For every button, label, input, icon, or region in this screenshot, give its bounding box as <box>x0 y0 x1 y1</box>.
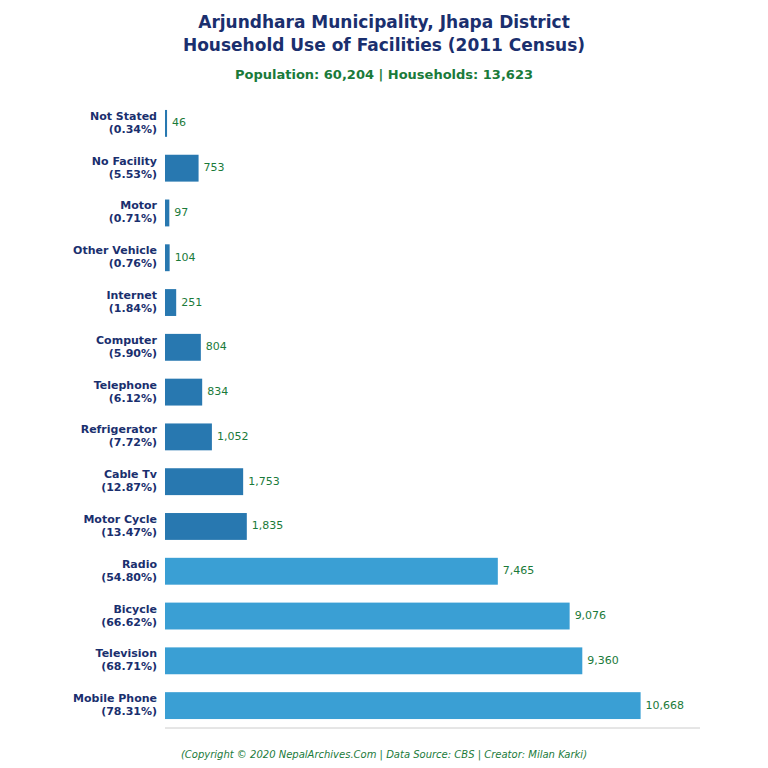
title-line: Arjundhara Municipality, Jhapa District <box>198 12 570 32</box>
data-label: 46 <box>172 116 186 129</box>
data-label: 1,835 <box>252 519 284 532</box>
y-tick-label: Mobile Phone(78.31%) <box>73 692 157 718</box>
y-tick-label: Cable Tv(12.87%) <box>101 468 158 494</box>
y-tick-label-line: Computer <box>96 334 158 347</box>
y-tick-label: Motor Cycle(13.47%) <box>83 513 157 539</box>
bar <box>165 603 570 630</box>
x-axis-line <box>165 728 700 729</box>
bar <box>165 244 170 271</box>
bar <box>165 558 498 585</box>
y-tick-label: Bicycle(66.62%) <box>101 603 157 629</box>
y-tick-label-line: Other Vehicle <box>73 244 157 257</box>
y-tick-label-line: Television <box>96 647 157 660</box>
y-tick-label-line: (7.72%) <box>109 436 157 449</box>
y-tick-label: Other Vehicle(0.76%) <box>73 244 157 270</box>
bar <box>165 468 243 495</box>
y-tick-label: Radio(54.80%) <box>101 558 157 584</box>
background <box>0 0 768 768</box>
y-tick-label-line: (5.53%) <box>109 168 157 181</box>
y-tick-label-line: (1.84%) <box>109 302 157 315</box>
bar <box>165 647 582 674</box>
bar <box>165 334 201 361</box>
y-tick-label-line: (54.80%) <box>101 571 157 584</box>
y-tick-label: No Facility(5.53%) <box>92 155 157 181</box>
footer: (Copyright © 2020 NepalArchives.Com | Da… <box>181 749 587 761</box>
data-label: 1,052 <box>217 430 249 443</box>
data-label: 10,668 <box>646 699 685 712</box>
y-tick-label: Computer(5.90%) <box>96 334 158 360</box>
bar <box>165 110 167 137</box>
y-tick-label-line: (12.87%) <box>101 481 157 494</box>
y-tick-label-line: Internet <box>106 289 157 302</box>
y-tick-label-line: (78.31%) <box>101 705 157 718</box>
y-tick-label-line: (0.34%) <box>109 123 157 136</box>
data-label: 9,360 <box>587 654 619 667</box>
title-line: Household Use of Facilities (2011 Census… <box>183 35 585 55</box>
y-tick-label: Television(68.71%) <box>96 647 157 673</box>
y-tick-label-line: Telephone <box>94 379 157 392</box>
y-tick-label: Not Stated(0.34%) <box>90 110 157 136</box>
y-tick-label-line: Refrigerator <box>81 423 158 436</box>
y-tick-label: Internet(1.84%) <box>106 289 157 315</box>
data-label: 104 <box>175 251 196 264</box>
y-tick-label-line: (6.12%) <box>109 392 157 405</box>
y-tick-label: Refrigerator(7.72%) <box>81 423 158 449</box>
subtitle: Population: 60,204 | Households: 13,623 <box>235 67 533 82</box>
y-tick-label-line: (66.62%) <box>101 616 157 629</box>
y-tick-label-line: Mobile Phone <box>73 692 157 705</box>
y-tick-label-line: Not Stated <box>90 110 157 123</box>
bar <box>165 289 176 316</box>
bar <box>165 379 202 406</box>
y-tick-label: Motor(0.71%) <box>109 199 158 225</box>
bar <box>165 513 247 540</box>
bar <box>165 423 212 450</box>
bar <box>165 692 641 719</box>
title: Arjundhara Municipality, Jhapa District H… <box>183 12 585 55</box>
chart-svg: Arjundhara Municipality, Jhapa District H… <box>0 0 768 768</box>
data-label: 834 <box>207 385 228 398</box>
y-tick-label-line: (13.47%) <box>101 526 157 539</box>
y-tick-label-line: Radio <box>122 558 158 571</box>
y-tick-label-line: No Facility <box>92 155 157 168</box>
data-label: 804 <box>206 340 227 353</box>
data-label: 1,753 <box>248 475 280 488</box>
bar <box>165 155 199 182</box>
y-tick-label-line: Motor Cycle <box>83 513 157 526</box>
data-label: 9,076 <box>575 609 607 622</box>
y-tick-label-line: Cable Tv <box>104 468 158 481</box>
data-label: 251 <box>181 296 202 309</box>
bar <box>165 200 169 227</box>
y-tick-label-line: Bicycle <box>113 603 157 616</box>
data-label: 753 <box>204 161 225 174</box>
chart-container: Arjundhara Municipality, Jhapa District H… <box>0 0 768 768</box>
y-tick-label-line: Motor <box>120 199 157 212</box>
data-label: 97 <box>174 206 188 219</box>
data-label: 7,465 <box>503 564 535 577</box>
y-tick-label: Telephone(6.12%) <box>94 379 157 405</box>
y-tick-label-line: (5.90%) <box>109 347 157 360</box>
bars <box>165 110 641 719</box>
y-tick-label-line: (68.71%) <box>101 660 157 673</box>
y-tick-label-line: (0.76%) <box>109 257 157 270</box>
y-tick-label-line: (0.71%) <box>109 212 157 225</box>
labels: 46 Not Stated(0.34%) 753 No Facility(5.53%)… <box>73 110 684 718</box>
